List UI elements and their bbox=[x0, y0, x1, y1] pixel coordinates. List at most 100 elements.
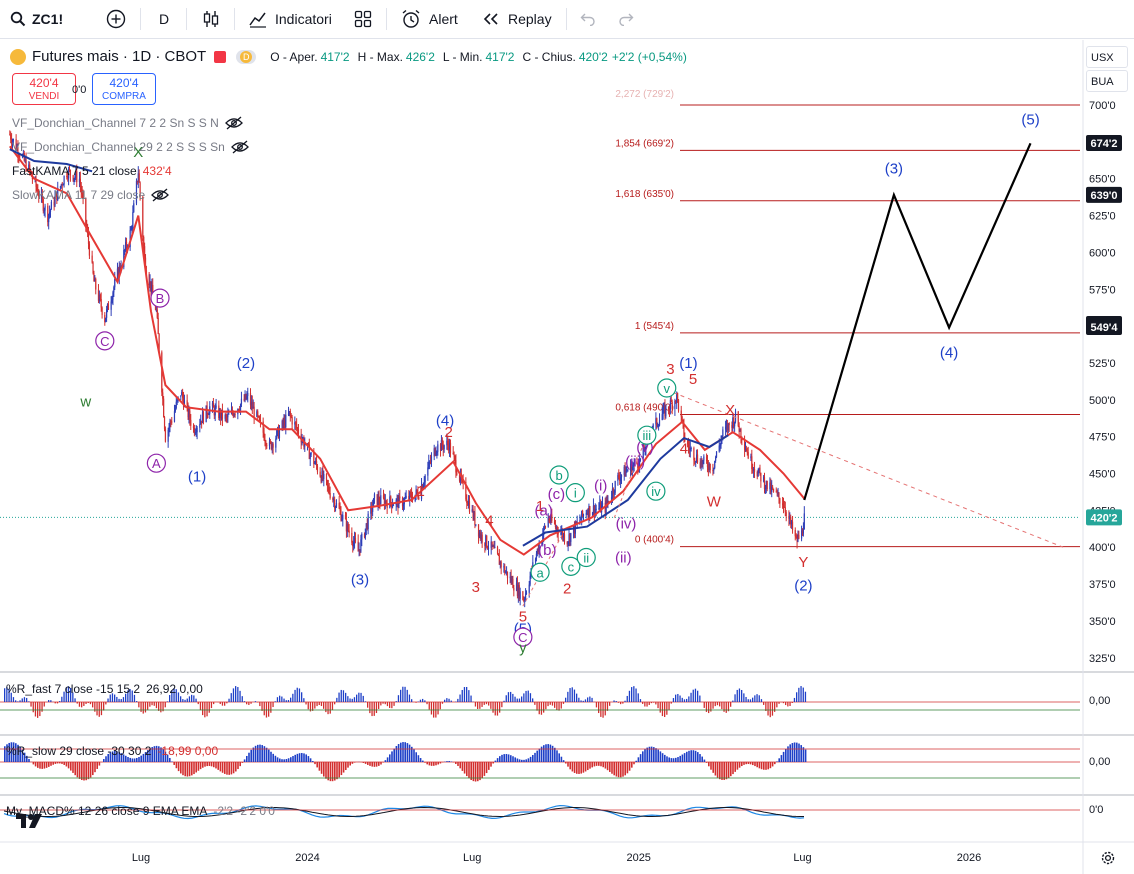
wave-label: 3 bbox=[666, 361, 674, 378]
candle-body bbox=[586, 512, 588, 514]
chart-area[interactable]: 1,854 (669'2) 1,618 (635'0) 1 (545'4) 0,618… bbox=[0, 40, 1134, 874]
rslow-bar bbox=[547, 744, 549, 762]
price-label-box bbox=[1086, 186, 1122, 203]
rfast-bar bbox=[457, 698, 459, 702]
rfast-bar bbox=[109, 694, 111, 702]
candle-body bbox=[718, 445, 720, 452]
candle-body bbox=[537, 548, 539, 552]
candle-body bbox=[454, 456, 456, 461]
indicators-button[interactable]: Indicatori bbox=[248, 0, 332, 38]
candle-body bbox=[322, 470, 324, 480]
panes-background bbox=[0, 40, 1134, 874]
candle-body bbox=[639, 458, 642, 460]
candle-body bbox=[16, 147, 18, 150]
rfast-bar bbox=[340, 689, 342, 702]
candle-body bbox=[479, 532, 481, 539]
rslow-bar bbox=[263, 746, 266, 762]
rslow-bar bbox=[52, 762, 54, 765]
rslow-bar bbox=[415, 752, 417, 762]
symbol-search[interactable]: ZC1! bbox=[10, 0, 63, 38]
candle-body bbox=[746, 451, 748, 453]
candle-body bbox=[600, 502, 602, 513]
indicator-label: SlowKAMA 11 7 29 close bbox=[12, 188, 146, 202]
candle-body bbox=[24, 159, 26, 161]
pane-legend-rfast[interactable]: %R_fast 7 close -15 15 2 26,92 0,00 bbox=[6, 682, 203, 696]
candle-body bbox=[671, 401, 673, 410]
indicator-donchian-29[interactable]: VF_Donchian_Channel 29 2 2 S S S Sn bbox=[12, 140, 249, 154]
rslow-bar bbox=[426, 762, 428, 765]
chart-title[interactable]: Futures mais · 1D · CBOT bbox=[32, 48, 207, 65]
candle-body bbox=[270, 441, 272, 450]
rfast-bar bbox=[778, 702, 780, 704]
symbol-logo-icon bbox=[10, 48, 26, 65]
replay-button[interactable]: Replay bbox=[482, 0, 552, 38]
rslow-bar bbox=[549, 744, 552, 762]
rslow-bar bbox=[573, 762, 576, 773]
compare-button[interactable] bbox=[106, 0, 126, 38]
currency-select[interactable]: USX bbox=[1086, 46, 1128, 68]
tradingview-logo[interactable] bbox=[14, 810, 46, 836]
candle-body bbox=[549, 520, 551, 522]
rslow-bar bbox=[274, 755, 277, 762]
candle-body bbox=[379, 502, 381, 504]
rslow-bar bbox=[98, 762, 101, 766]
candle-body bbox=[339, 508, 341, 511]
candle-body bbox=[500, 561, 502, 568]
buy-button[interactable]: 420'4 COMPRA bbox=[92, 73, 156, 105]
rslow-bar bbox=[587, 762, 589, 771]
candle-body bbox=[409, 492, 411, 500]
candle-body bbox=[570, 533, 572, 542]
candle-body bbox=[180, 395, 182, 397]
indicator-donchian-7[interactable]: VF_Donchian_Channel 7 2 2 Sn S S N bbox=[12, 116, 243, 130]
candle-body bbox=[377, 496, 379, 506]
rslow-bar bbox=[754, 762, 756, 767]
rfast-bar bbox=[655, 702, 657, 705]
candle-body bbox=[724, 426, 727, 430]
wave-label: ii bbox=[583, 551, 589, 566]
rslow-bar bbox=[637, 757, 640, 762]
chart-style-button[interactable] bbox=[202, 0, 220, 38]
rfast-bar bbox=[65, 687, 67, 702]
rfast-bar bbox=[338, 692, 340, 702]
eye-hidden-icon[interactable] bbox=[230, 140, 249, 154]
redo-icon bbox=[619, 13, 634, 26]
candle-body bbox=[155, 309, 157, 311]
rfast-bar bbox=[606, 702, 609, 711]
rslow-bar bbox=[518, 759, 521, 762]
candle-body bbox=[105, 317, 107, 323]
layouts-button[interactable] bbox=[354, 0, 372, 38]
rslow-bar bbox=[166, 754, 169, 762]
interval-button[interactable]: D bbox=[159, 0, 169, 38]
candle-body bbox=[174, 408, 176, 412]
indicator-fastkama[interactable]: FastKAMA 7 5 21 close 432'4 bbox=[12, 164, 172, 178]
rslow-bar bbox=[578, 762, 580, 774]
unit-select[interactable]: BUA bbox=[1086, 70, 1128, 92]
data-source-badge[interactable]: D bbox=[236, 49, 257, 64]
rslow-bar bbox=[644, 749, 646, 762]
divider bbox=[186, 8, 187, 30]
candle-body bbox=[176, 399, 178, 402]
eye-hidden-icon[interactable] bbox=[224, 116, 243, 130]
indicator-label: VF_Donchian_Channel 7 2 2 Sn S S N bbox=[12, 116, 219, 130]
candle-body bbox=[49, 209, 52, 212]
candle-body bbox=[784, 507, 786, 513]
candle-body bbox=[351, 532, 353, 543]
candle-body bbox=[353, 537, 356, 543]
candle-body bbox=[436, 451, 438, 453]
undo-button[interactable] bbox=[580, 0, 596, 38]
rfast-bar bbox=[758, 695, 760, 702]
alert-button[interactable]: Alert bbox=[401, 0, 458, 38]
indicator-slowkama[interactable]: SlowKAMA 11 7 29 close bbox=[12, 188, 170, 202]
pane-legend-rslow[interactable]: %R_slow 29 close -30 30 2 -18,99 0,00 bbox=[6, 744, 218, 758]
rslow-bar bbox=[276, 757, 279, 762]
eye-hidden-icon[interactable] bbox=[151, 188, 170, 202]
rfast-bar bbox=[664, 702, 666, 718]
candle-body bbox=[94, 278, 96, 282]
candle-body bbox=[706, 460, 709, 468]
redo-button[interactable] bbox=[618, 0, 634, 38]
rfast-bar bbox=[173, 688, 175, 702]
sell-button[interactable]: 420'4 VENDI bbox=[12, 73, 76, 105]
candle-body bbox=[790, 517, 792, 525]
chart-settings-button[interactable] bbox=[1100, 850, 1116, 871]
pane-legend-macd[interactable]: My_MACD% 12 26 close 9 EMA EMA -2'2 -2'2… bbox=[6, 804, 275, 818]
